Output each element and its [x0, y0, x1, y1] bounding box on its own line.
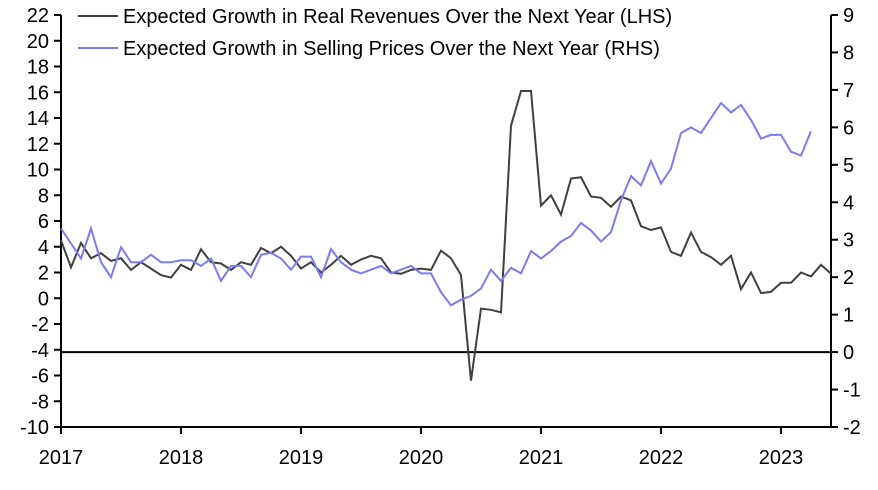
left-axis-tick-label: -4	[31, 340, 49, 362]
right-axis-tick-label: 2	[843, 267, 854, 289]
right-axis-tick-label: 8	[843, 42, 854, 64]
left-axis-tick-label: -8	[31, 391, 49, 413]
right-axis-tick-label: 7	[843, 80, 854, 102]
axes: 2220181614121086420-2-4-6-8-109876543210…	[20, 5, 861, 469]
right-axis-tick-label: 9	[843, 5, 854, 27]
left-axis-tick-label: 20	[27, 31, 49, 53]
series-lines	[60, 90, 832, 381]
left-axis-tick-label: 12	[27, 134, 49, 156]
left-axis-tick-label: -2	[31, 314, 49, 336]
right-axis-tick-label: 6	[843, 117, 854, 139]
legend-label-real-revenues: Expected Growth in Real Revenues Over th…	[123, 6, 672, 28]
legend: Expected Growth in Real Revenues Over th…	[78, 6, 672, 60]
left-axis-tick-label: 8	[38, 185, 49, 207]
right-axis-tick-label: 4	[843, 192, 854, 214]
series-line-selling-prices	[60, 101, 812, 307]
left-axis-tick-label: 10	[27, 160, 49, 182]
right-axis-tick-label: 3	[843, 230, 854, 252]
left-axis-tick-label: 6	[38, 211, 49, 233]
x-axis-tick-label: 2023	[759, 447, 804, 469]
x-axis-tick-label: 2020	[399, 447, 444, 469]
right-axis-tick-label: 0	[843, 342, 854, 364]
left-axis-tick-label: -6	[31, 366, 49, 388]
legend-label-selling-prices: Expected Growth in Selling Prices Over t…	[123, 38, 660, 60]
left-axis-tick-label: 0	[38, 288, 49, 310]
left-axis-tick-label: 16	[27, 82, 49, 104]
x-axis-tick-label: 2022	[639, 447, 684, 469]
left-axis-tick-label: 4	[38, 237, 49, 259]
x-axis-tick-label: 2019	[279, 447, 324, 469]
x-axis-tick-label: 2021	[519, 447, 564, 469]
x-axis-tick-label: 2017	[39, 447, 84, 469]
left-axis-tick-label: 14	[27, 108, 49, 130]
left-axis-tick-label: 22	[27, 5, 49, 27]
right-axis-tick-label: -2	[843, 417, 861, 439]
right-axis-tick-label: 5	[843, 155, 854, 177]
right-axis-tick-label: 1	[843, 305, 854, 327]
x-axis-tick-label: 2018	[159, 447, 204, 469]
left-axis-tick-label: 2	[38, 263, 49, 285]
left-axis-tick-label: 18	[27, 57, 49, 79]
left-axis-tick-label: -10	[20, 417, 49, 439]
right-axis-tick-label: -1	[843, 380, 861, 402]
series-line-real-revenues	[60, 90, 832, 381]
